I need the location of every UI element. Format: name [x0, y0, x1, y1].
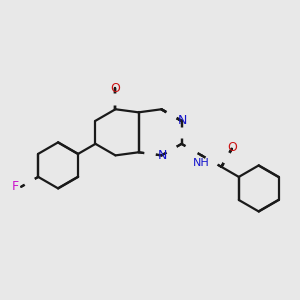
Text: F: F [11, 180, 19, 193]
Text: N: N [158, 149, 167, 162]
Text: O: O [110, 82, 120, 95]
Text: N: N [178, 114, 188, 127]
Text: O: O [227, 141, 237, 154]
Text: NH: NH [193, 158, 210, 168]
